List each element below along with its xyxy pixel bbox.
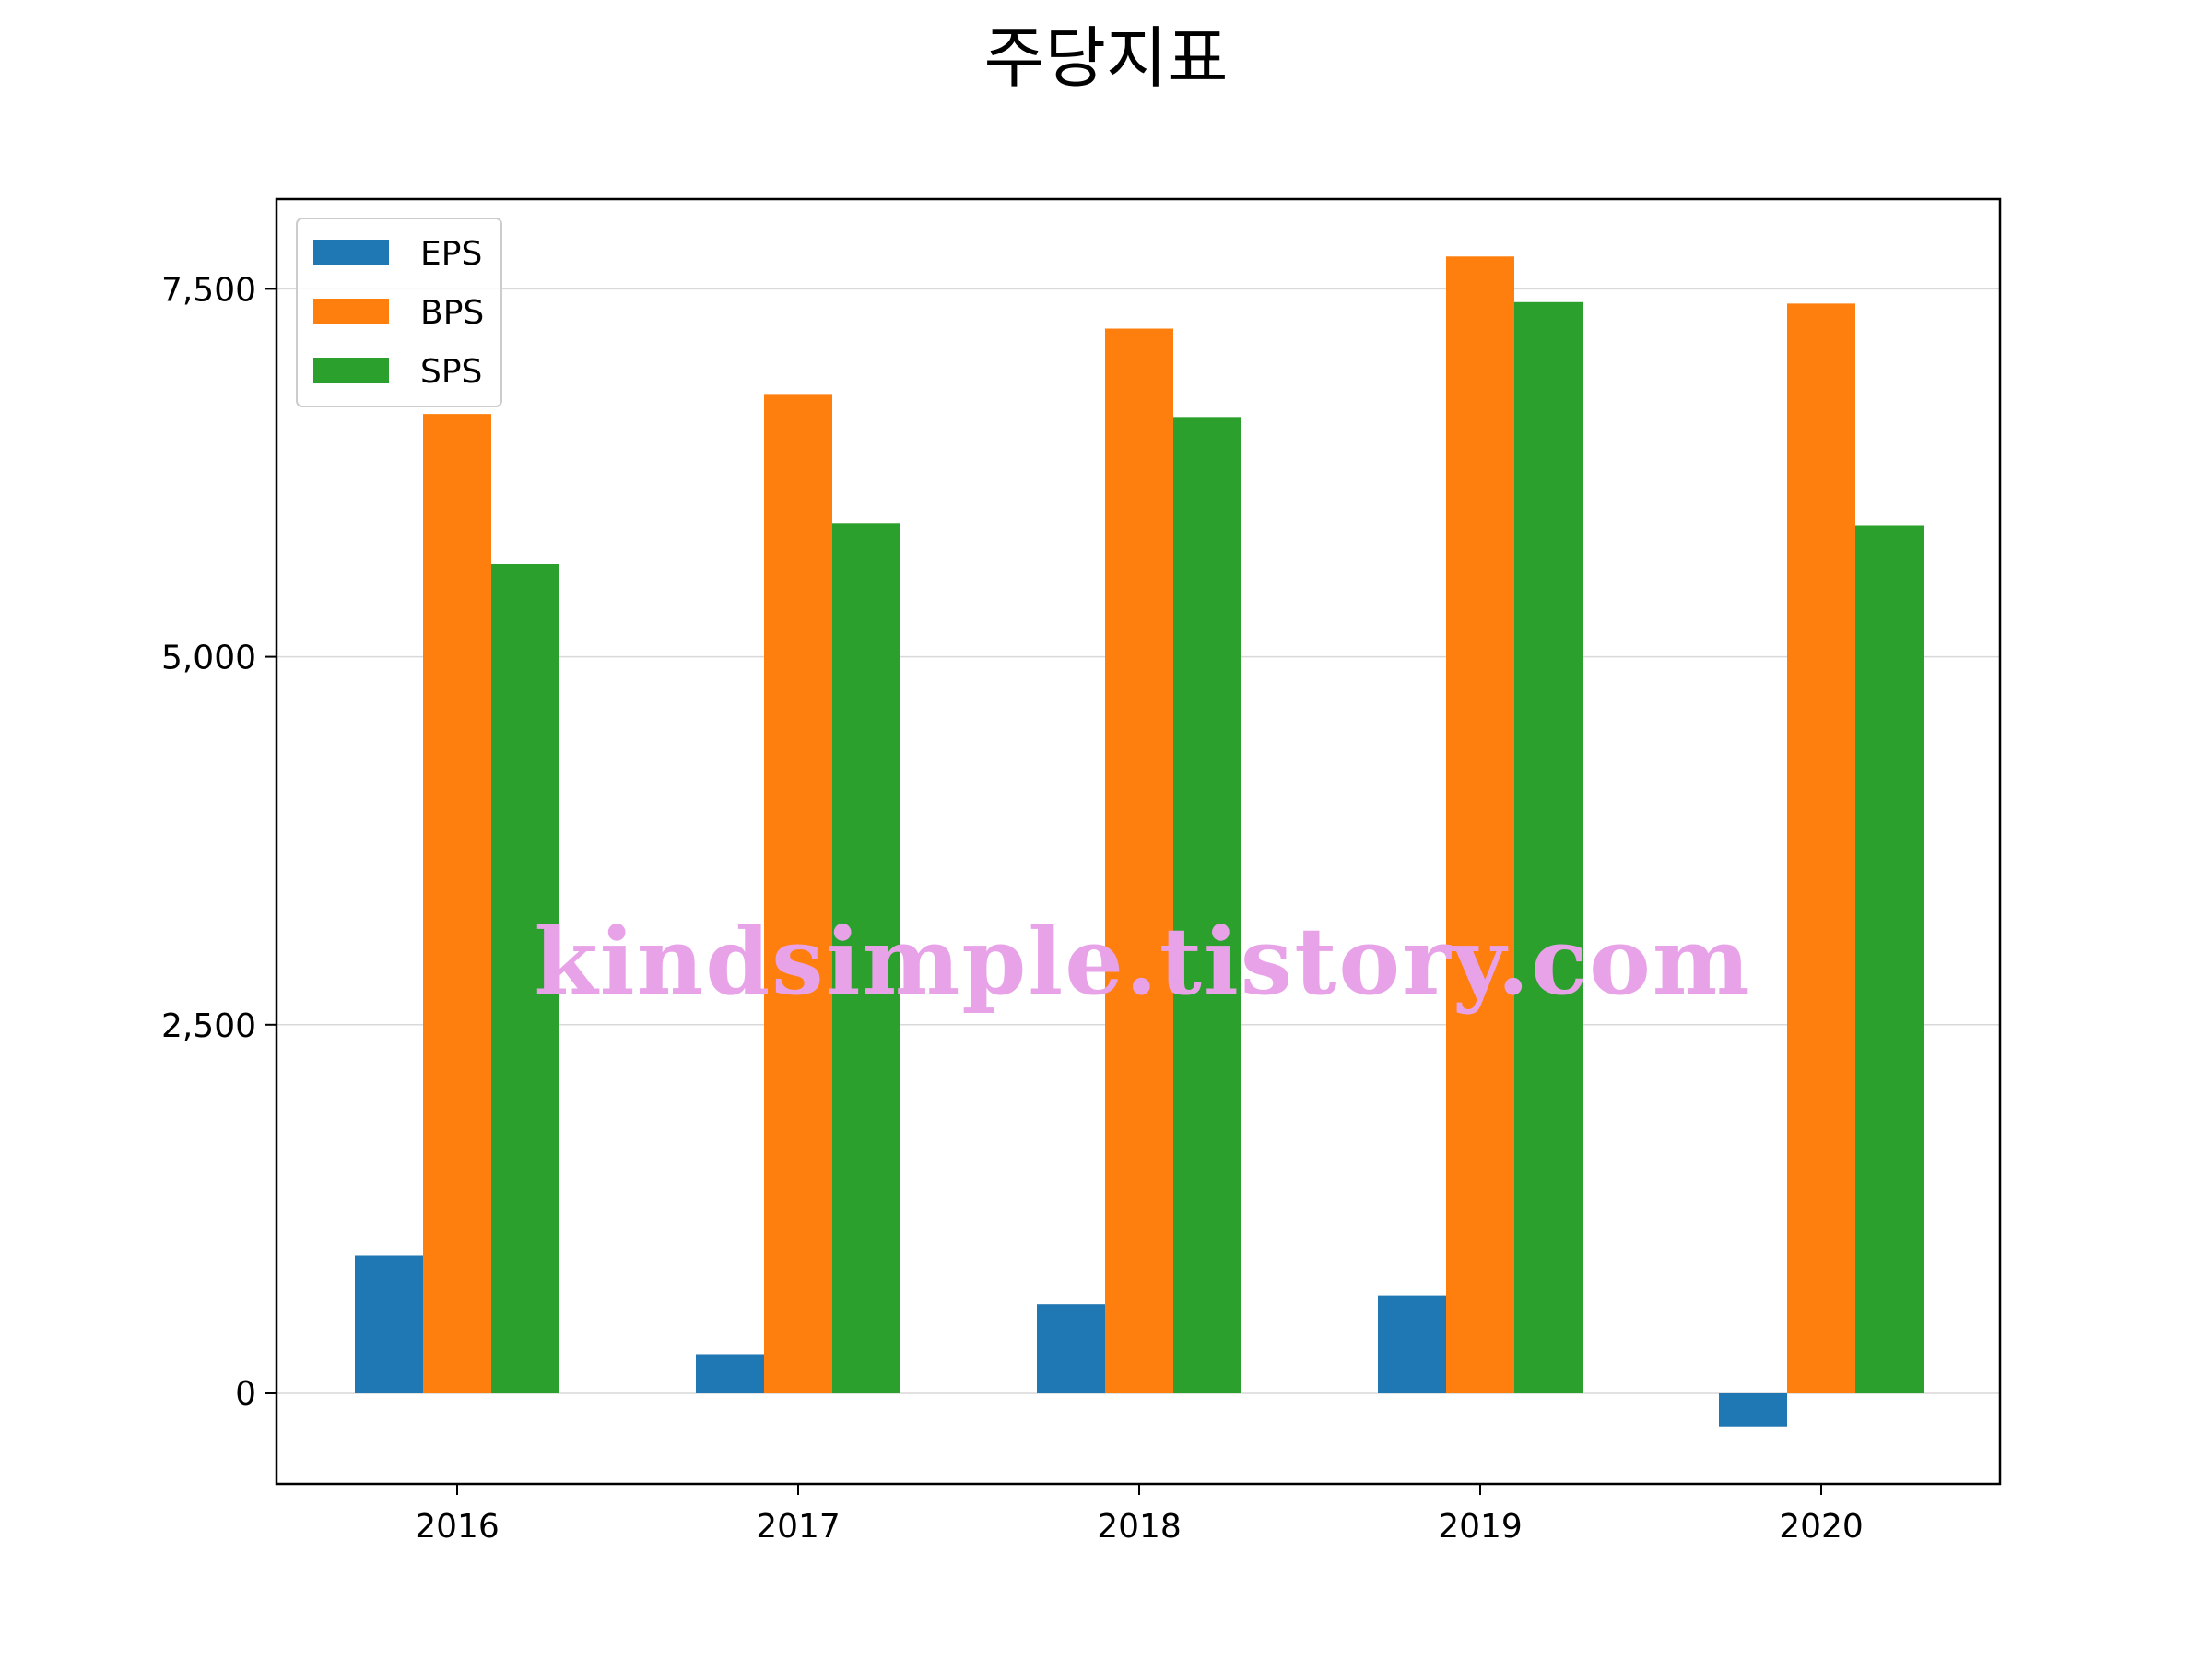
y-tick-label: 5,000 <box>161 640 256 677</box>
x-tick-label: 2017 <box>756 1508 841 1546</box>
legend-swatch-sps <box>313 358 389 383</box>
bar-bps-2018 <box>1105 328 1173 1393</box>
x-tick-label: 2016 <box>415 1508 500 1546</box>
bar-eps-2016 <box>355 1255 423 1393</box>
x-tick-label: 2018 <box>1097 1508 1182 1546</box>
bar-eps-2020 <box>1719 1392 1787 1427</box>
bar-eps-2017 <box>696 1354 764 1393</box>
legend-label-bps: BPS <box>420 294 484 332</box>
bars-layer <box>355 256 1924 1427</box>
bar-sps-2020 <box>1855 525 1924 1393</box>
axes-layer: 0 2,500 5,000 7,500 2016 2017 2018 2019 2020 <box>161 271 1864 1546</box>
legend-swatch-bps <box>313 299 389 324</box>
bar-bps-2017 <box>764 394 832 1393</box>
x-tick-label: 2019 <box>1438 1508 1523 1546</box>
watermark: kindsimple.tistory.com <box>534 907 1751 1016</box>
bar-bps-2020 <box>1787 303 1855 1393</box>
legend-label-sps: SPS <box>420 353 482 391</box>
legend-swatch-eps <box>313 240 389 265</box>
bar-sps-2017 <box>832 523 900 1393</box>
bar-sps-2018 <box>1173 417 1241 1393</box>
bar-eps-2019 <box>1378 1295 1446 1393</box>
bar-sps-2016 <box>491 564 559 1393</box>
bar-sps-2019 <box>1514 301 1583 1393</box>
y-tick-label: 0 <box>235 1375 256 1413</box>
legend-label-eps: EPS <box>420 235 482 273</box>
bar-bps-2019 <box>1446 256 1514 1393</box>
y-tick-label: 7,500 <box>161 271 256 309</box>
chart-title: 주당지표 <box>984 19 1229 97</box>
y-tick-label: 2,500 <box>161 1007 256 1045</box>
bar-bps-2016 <box>423 414 491 1393</box>
bar-eps-2018 <box>1037 1304 1105 1393</box>
x-tick-label: 2020 <box>1779 1508 1864 1546</box>
legend: EPS BPS SPS <box>296 218 502 407</box>
